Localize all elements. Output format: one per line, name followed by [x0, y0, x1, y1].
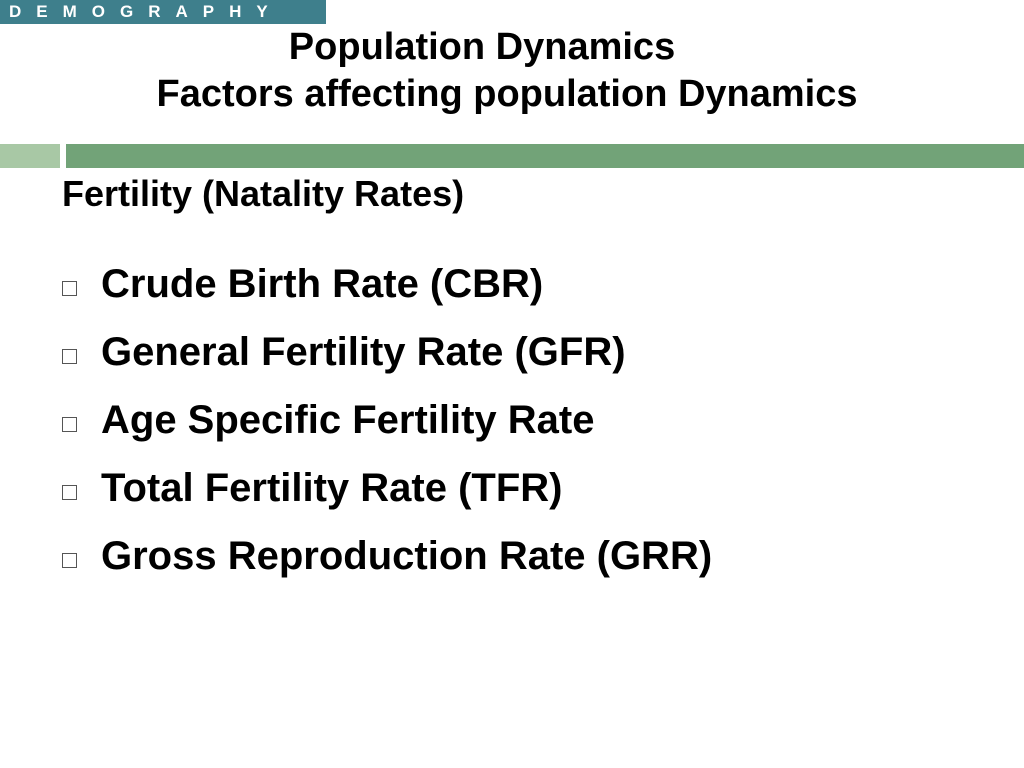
hollow-square-bullet-icon: [62, 416, 77, 432]
slide-title: Population Dynamics Factors affecting po…: [0, 24, 1024, 118]
hollow-square-bullet-icon: [62, 552, 77, 568]
accent-bar-left: [0, 144, 60, 168]
list-item: Crude Birth Rate (CBR): [62, 240, 712, 328]
list-item: Gross Reproduction Rate (GRR): [62, 512, 712, 600]
hollow-square-bullet-icon: [62, 484, 77, 500]
hollow-square-bullet-icon: [62, 348, 77, 364]
bullet-label: Crude Birth Rate (CBR): [101, 262, 544, 306]
title-line-1: Population Dynamics: [288, 26, 676, 68]
bullet-label: Gross Reproduction Rate (GRR): [101, 534, 713, 578]
hollow-square-bullet-icon: [62, 280, 77, 296]
section-heading: Fertility (Natality Rates): [62, 173, 465, 214]
list-item: Age Specific Fertility Rate: [62, 376, 712, 464]
bullet-label: Total Fertility Rate (TFR): [101, 466, 563, 510]
list-item: General Fertility Rate (GFR): [62, 308, 712, 396]
bullet-label: General Fertility Rate (GFR): [101, 330, 626, 374]
bullet-label: Age Specific Fertility Rate: [101, 398, 595, 442]
title-line-2: Factors affecting population Dynamics: [156, 73, 858, 115]
accent-bar-main: [66, 144, 1024, 168]
bullet-list: Crude Birth Rate (CBR) General Fertility…: [62, 240, 712, 600]
list-item: Total Fertility Rate (TFR): [62, 444, 712, 532]
brand-tag: DEMOGRAPHY: [0, 0, 326, 24]
